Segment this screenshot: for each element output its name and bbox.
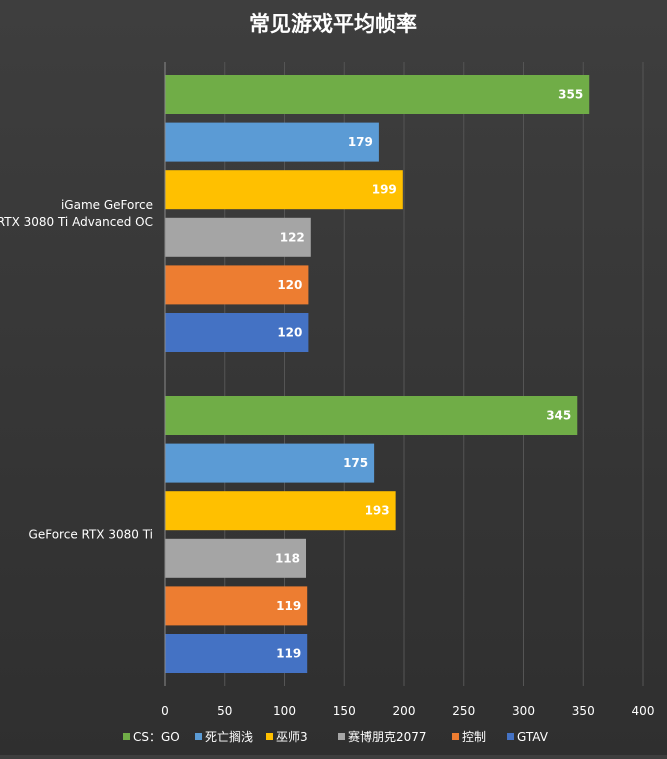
legend-label: GTAV: [517, 730, 549, 744]
grid-layer: [164, 62, 644, 686]
legend-swatch: [507, 733, 514, 740]
bar: [165, 170, 403, 210]
bar-value-label: 122: [280, 230, 305, 244]
bar-value-label: 118: [275, 551, 300, 565]
bar: [165, 265, 309, 305]
bar-value-label: 120: [277, 278, 302, 292]
x-tick-label: 250: [452, 704, 475, 718]
legend-label: CS：GO: [133, 730, 180, 744]
bar: [165, 396, 578, 435]
legend-swatch: [338, 733, 345, 740]
x-tick-label: 350: [572, 704, 595, 718]
bar: [165, 217, 311, 257]
x-tick-label: 50: [217, 704, 232, 718]
category-label-line: iGame GeForce: [61, 198, 153, 212]
bar: [165, 538, 307, 578]
legend-swatch: [266, 733, 273, 740]
legend-label: 死亡搁浅: [205, 729, 253, 744]
category-label-line: RTX 3080 Ti Advanced OC: [0, 215, 153, 229]
bar: [165, 491, 396, 531]
category-label: GeForce RTX 3080 Ti: [29, 528, 153, 542]
bar-value-label: 193: [365, 504, 390, 518]
axis-layer: 0 50 100 150 200 250 300 350 400 iGame GeForce RTX…: [0, 62, 654, 718]
bar-value-label: 175: [343, 456, 368, 470]
bar-value-label: 119: [276, 599, 301, 613]
x-tick-label: 0: [161, 704, 169, 718]
legend-swatch: [123, 733, 130, 740]
bar: [165, 313, 309, 352]
x-tick-label: 100: [273, 704, 296, 718]
legend-label: 赛博朋克2077: [348, 729, 427, 744]
x-tick-label: 400: [632, 704, 655, 718]
legend: CS：GO 死亡搁浅 巫师3 赛博朋克2077 控制 GTAV: [123, 729, 549, 744]
chart-title: 常见游戏平均帧率: [249, 12, 417, 36]
bar: [165, 443, 375, 483]
x-tick-label: 150: [333, 704, 356, 718]
category-label: iGame GeForce RTX 3080 Ti Advanced OC: [0, 198, 153, 229]
legend-swatch: [195, 733, 202, 740]
bar: [165, 586, 308, 626]
bar-value-label: 199: [372, 183, 397, 197]
bar: [165, 122, 379, 162]
legend-swatch: [452, 733, 459, 740]
bar-value-label: 179: [348, 135, 373, 149]
legend-label: 巫师3: [276, 730, 308, 744]
x-tick-label: 300: [512, 704, 535, 718]
labels-layer: 355 179 199 122 120 120 345 175 193 118 119 119: [275, 88, 583, 661]
bar: [165, 634, 308, 673]
x-tick-label: 200: [393, 704, 416, 718]
bar: [165, 75, 590, 114]
bar-value-label: 355: [558, 88, 583, 102]
bar-value-label: 119: [276, 647, 301, 661]
bar-value-label: 345: [546, 409, 571, 423]
category-label-line: GeForce RTX 3080 Ti: [29, 528, 153, 542]
bars-layer: [165, 75, 590, 673]
bar-value-label: 120: [277, 326, 302, 340]
legend-label: 控制: [462, 730, 486, 744]
